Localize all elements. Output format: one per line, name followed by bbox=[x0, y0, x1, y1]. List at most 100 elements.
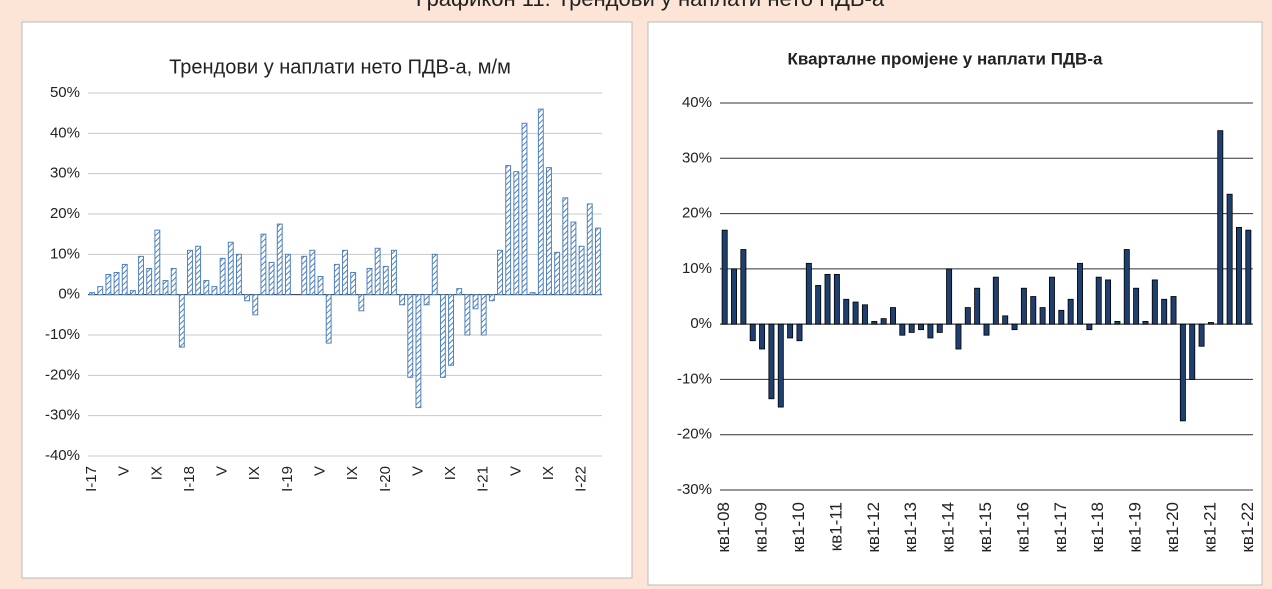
bar bbox=[805, 262, 812, 325]
bar bbox=[880, 318, 887, 325]
x-tick-label: кв1-09 bbox=[752, 502, 771, 553]
y-tick-label: -10% bbox=[45, 326, 80, 343]
bar bbox=[129, 290, 136, 296]
bar bbox=[276, 223, 283, 296]
x-tick-label: кв1-22 bbox=[1238, 502, 1257, 553]
bar bbox=[861, 304, 868, 325]
y-tick-label: 30% bbox=[50, 165, 80, 182]
bar bbox=[244, 294, 251, 302]
bar bbox=[456, 288, 463, 296]
y-tick-label: 20% bbox=[682, 205, 712, 222]
bar bbox=[918, 323, 925, 331]
x-tick-label: кв1-08 bbox=[714, 502, 733, 553]
bar bbox=[1002, 315, 1009, 325]
bar bbox=[731, 268, 737, 325]
bar bbox=[796, 323, 803, 342]
bar bbox=[871, 320, 878, 325]
x-tick-label: I-19 bbox=[279, 466, 296, 492]
bar bbox=[852, 301, 859, 325]
bar bbox=[1114, 320, 1121, 325]
x-tick-label: V bbox=[116, 466, 133, 476]
bar bbox=[992, 276, 999, 325]
y-tick-label: 40% bbox=[50, 124, 80, 141]
bar bbox=[964, 307, 971, 325]
bar bbox=[777, 323, 784, 408]
x-tick-label: IX bbox=[246, 466, 263, 480]
bar bbox=[235, 253, 242, 296]
bar bbox=[170, 267, 177, 296]
bar bbox=[472, 294, 479, 310]
bar bbox=[946, 268, 953, 325]
bar bbox=[325, 294, 332, 344]
bar bbox=[358, 294, 365, 312]
bar bbox=[578, 245, 585, 296]
x-tick-label: IX bbox=[344, 466, 361, 480]
x-tick-label: кв1-12 bbox=[864, 502, 883, 553]
bar bbox=[1179, 323, 1186, 422]
bar bbox=[1170, 296, 1177, 325]
bar bbox=[843, 298, 850, 325]
bar bbox=[350, 271, 357, 296]
bar bbox=[1207, 322, 1214, 325]
bar bbox=[317, 276, 324, 296]
bar bbox=[89, 292, 96, 296]
bar bbox=[537, 108, 544, 296]
y-tick-label: 40% bbox=[682, 94, 712, 111]
bar bbox=[1095, 276, 1102, 325]
bar bbox=[178, 294, 185, 348]
bar bbox=[309, 249, 316, 296]
x-tick-label: I-17 bbox=[83, 466, 100, 492]
x-tick-label: кв1-21 bbox=[1200, 502, 1219, 553]
bar bbox=[464, 294, 471, 336]
bar bbox=[1039, 307, 1046, 325]
bar bbox=[586, 203, 593, 296]
bar bbox=[146, 267, 153, 296]
y-tick-label: 20% bbox=[50, 205, 80, 222]
x-tick-label: кв1-18 bbox=[1088, 502, 1107, 553]
bar bbox=[1011, 323, 1018, 331]
bar bbox=[1086, 323, 1093, 331]
bar bbox=[759, 323, 766, 350]
y-tick-label: 10% bbox=[50, 245, 80, 262]
page-title: Графикон 11: Трендови у наплати нето ПДВ… bbox=[416, 0, 885, 11]
x-tick-label: кв1-15 bbox=[976, 502, 995, 553]
bar bbox=[211, 286, 218, 296]
y-tick-label: -30% bbox=[45, 407, 80, 424]
bar bbox=[260, 233, 267, 296]
bar bbox=[423, 294, 430, 306]
x-tick-label: I-22 bbox=[573, 466, 590, 492]
bar bbox=[594, 227, 601, 296]
x-tick-label: кв1-20 bbox=[1163, 502, 1182, 553]
bar bbox=[488, 294, 495, 302]
bar bbox=[505, 165, 512, 296]
x-tick-label: IX bbox=[442, 466, 459, 480]
bar bbox=[407, 294, 414, 378]
right-panel bbox=[647, 21, 1263, 586]
bar bbox=[1030, 296, 1037, 325]
bar bbox=[1236, 226, 1242, 325]
x-tick-label: кв1-17 bbox=[1051, 502, 1070, 553]
x-tick-label: кв1-13 bbox=[901, 502, 920, 553]
x-tick-label: I-18 bbox=[181, 466, 198, 492]
y-tick-label: -30% bbox=[677, 481, 712, 498]
y-tick-label: 0% bbox=[58, 286, 80, 303]
x-tick-label: I-21 bbox=[475, 466, 492, 492]
bar bbox=[284, 253, 291, 296]
bar bbox=[1189, 323, 1196, 380]
bar bbox=[1142, 320, 1149, 325]
bar bbox=[899, 323, 906, 336]
bar bbox=[1123, 249, 1130, 325]
bar bbox=[391, 249, 397, 296]
bar bbox=[513, 171, 520, 296]
x-tick-label: кв1-16 bbox=[1013, 502, 1032, 553]
bar bbox=[497, 249, 503, 296]
bar bbox=[787, 323, 794, 339]
bar bbox=[138, 255, 144, 296]
bar bbox=[1067, 298, 1074, 325]
bar bbox=[1105, 279, 1112, 325]
bar bbox=[448, 294, 455, 366]
bar bbox=[1161, 298, 1168, 325]
x-tick-label: кв1-10 bbox=[789, 502, 808, 553]
x-tick-label: V bbox=[214, 466, 231, 476]
